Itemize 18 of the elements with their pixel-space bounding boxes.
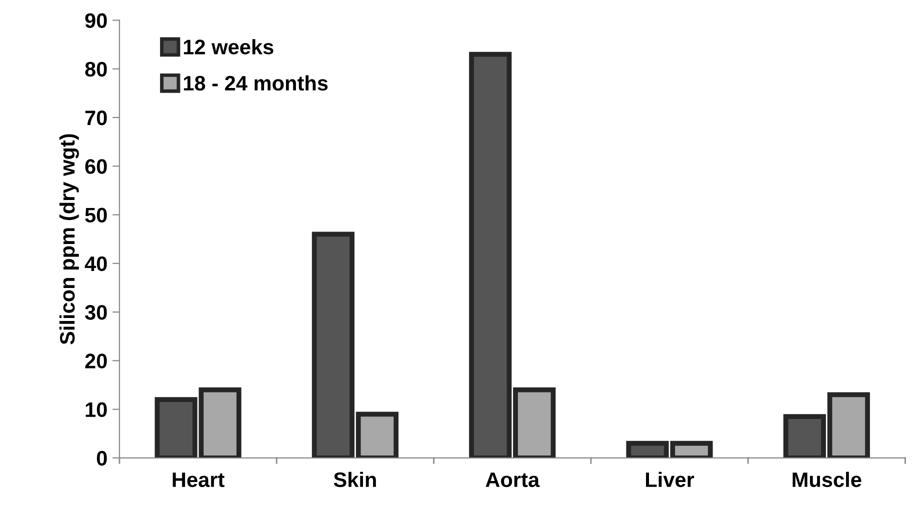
y-tick-label: 10 — [86, 402, 107, 418]
legend-label: 18 - 24 months — [184, 75, 328, 91]
x-tick-label: Heart — [172, 472, 224, 488]
x-tick-label: Skin — [334, 472, 376, 488]
y-tick-label: 50 — [85, 208, 107, 223]
y-tick-label: 20 — [85, 354, 107, 368]
x-tick-label: Aorta — [486, 472, 540, 488]
y-tick-label: 90 — [85, 13, 107, 28]
y-tick-label: 0 — [96, 450, 107, 466]
y-tick-label: 60 — [85, 159, 107, 174]
y-tick-label: 30 — [84, 305, 107, 320]
x-tick-label: Liver — [646, 472, 694, 488]
y-axis-title: Silicon ppm (dry wgt) — [59, 134, 79, 344]
y-tick-label: 40 — [84, 256, 107, 272]
y-tick-label: 80 — [85, 62, 107, 77]
legend-label: 12 weeks — [184, 39, 274, 54]
x-tick-label: Muscle — [792, 472, 862, 488]
y-tick-label: 70 — [85, 110, 107, 126]
